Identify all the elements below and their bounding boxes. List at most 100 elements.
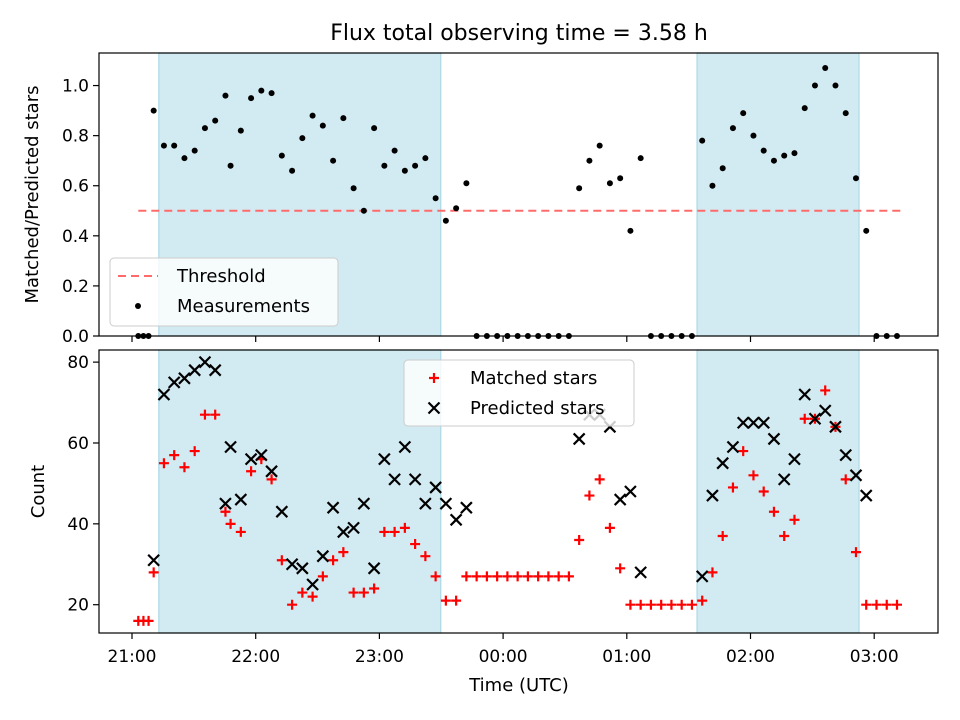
- predicted-stars-point: [398, 440, 412, 454]
- matched-stars-point: [287, 599, 298, 610]
- matched-stars-point: [840, 474, 851, 485]
- predicted-stars-point: [224, 440, 237, 454]
- ratio-y-axis-label: Matched/Predicted stars: [22, 86, 43, 304]
- measurement-point: [381, 162, 388, 169]
- x-tick-label: 22:00: [231, 647, 280, 667]
- predicted-stars-point: [326, 501, 340, 514]
- measurement-point: [309, 112, 316, 119]
- matched-stars-point: [625, 599, 636, 610]
- measurement-point: [617, 175, 624, 182]
- predicted-stars-point: [736, 416, 750, 430]
- predicted-stars-point: [788, 452, 801, 466]
- matched-stars-point: [471, 571, 482, 582]
- matched-stars-point: [543, 571, 554, 582]
- predicted-stars-point: [747, 416, 760, 430]
- measurement-point: [330, 157, 337, 164]
- predicted-stars-point: [798, 388, 811, 401]
- measurement-point: [606, 180, 613, 187]
- measurement-point: [770, 157, 777, 164]
- measurement-point: [299, 135, 306, 142]
- measurement-point: [160, 142, 167, 149]
- predicted-stars-point: [849, 469, 863, 482]
- matched-stars-point: [604, 522, 615, 533]
- measurement-point: [391, 147, 398, 154]
- predicted-stars-point: [829, 420, 842, 434]
- matched-stars-point: [707, 567, 718, 578]
- matched-stars-point: [307, 591, 318, 602]
- measurement-point: [422, 155, 429, 162]
- measurement-point: [268, 90, 275, 97]
- predicted-stars-point: [234, 493, 248, 506]
- measurement-point: [181, 155, 188, 162]
- legend-box: [109, 257, 339, 327]
- matched-stars-point: [697, 595, 708, 606]
- predicted-stars-point: [460, 501, 473, 514]
- predicted-stars-point: [296, 562, 309, 575]
- matched-stars-point: [328, 555, 339, 566]
- matched-stars-point: [645, 599, 656, 610]
- count-legend: Matched stars Predicted stars: [403, 359, 635, 427]
- matched-stars-point: [199, 409, 210, 420]
- y-tick-label: 40: [67, 515, 89, 535]
- measurement-point: [150, 107, 157, 114]
- measurement-point: [760, 147, 767, 154]
- predicted-stars-point: [818, 404, 832, 417]
- matched-stars-point: [379, 526, 390, 537]
- predicted-stars-point: [767, 432, 781, 446]
- predicted-stars-point: [429, 481, 442, 494]
- predicted-stars-point: [208, 363, 222, 377]
- matched-stars-point: [179, 462, 190, 473]
- matched-stars-point: [717, 530, 728, 541]
- count-panel: 21:00 22:00 23:00 00:00 01:00 02:00 03:00 20 40 6…: [28, 349, 939, 696]
- predicted-stars-point: [439, 497, 453, 510]
- matched-stars-point: [235, 526, 246, 537]
- measurement-point: [729, 125, 736, 132]
- legend-label: Predicted stars: [470, 398, 604, 419]
- measurement-point: [360, 207, 367, 214]
- predicted-stars-point: [157, 388, 171, 401]
- matched-stars-point: [276, 555, 287, 566]
- matched-stars-point: [266, 474, 277, 485]
- predicted-stars-point: [178, 372, 191, 385]
- measurement-point: [811, 82, 818, 89]
- measurement-point: [791, 150, 798, 157]
- measurement-point: [463, 180, 470, 187]
- shaded-interval-2: [696, 52, 860, 337]
- predicted-stars-point: [219, 497, 232, 510]
- predicted-stars-point: [695, 570, 709, 583]
- measurement-point: [801, 105, 808, 112]
- measurement-point: [832, 82, 839, 89]
- matched-stars-point: [738, 446, 749, 457]
- matched-stars-point: [656, 599, 667, 610]
- predicted-stars-point: [388, 473, 401, 486]
- matched-stars-point: [225, 518, 236, 529]
- matched-stars-point: [158, 458, 169, 469]
- measurement-point: [781, 152, 788, 159]
- measurement-point: [627, 227, 634, 234]
- predicted-stars-point: [839, 448, 853, 462]
- measurement-point: [212, 117, 219, 124]
- predicted-stars-point: [572, 432, 586, 446]
- predicted-stars-point: [634, 566, 647, 579]
- chart-title: Flux total observing time = 3.58 h: [330, 21, 708, 46]
- legend-box: [403, 359, 635, 427]
- matched-stars-point: [861, 599, 872, 610]
- matched-stars-point: [666, 599, 677, 610]
- matched-stars-point: [820, 385, 831, 396]
- measurement-point: [852, 175, 859, 182]
- matched-stars-point: [369, 583, 380, 594]
- matched-stars-point: [594, 474, 605, 485]
- measurement-point: [637, 155, 644, 162]
- predicted-stars-point: [188, 363, 201, 377]
- count-plot-frame: [98, 349, 939, 634]
- predicted-stars-point: [808, 412, 822, 426]
- predicted-stars-point: [378, 452, 391, 466]
- y-tick-label: 0.2: [62, 277, 89, 297]
- x-tick-label: 01:00: [602, 647, 651, 667]
- measurement-point: [842, 110, 849, 117]
- predicted-stars-point: [419, 497, 432, 510]
- predicted-stars-point: [347, 521, 360, 535]
- matched-stars-point: [420, 551, 431, 562]
- predicted-stars-point: [147, 553, 160, 567]
- count-y-axis-label: Count: [28, 465, 49, 518]
